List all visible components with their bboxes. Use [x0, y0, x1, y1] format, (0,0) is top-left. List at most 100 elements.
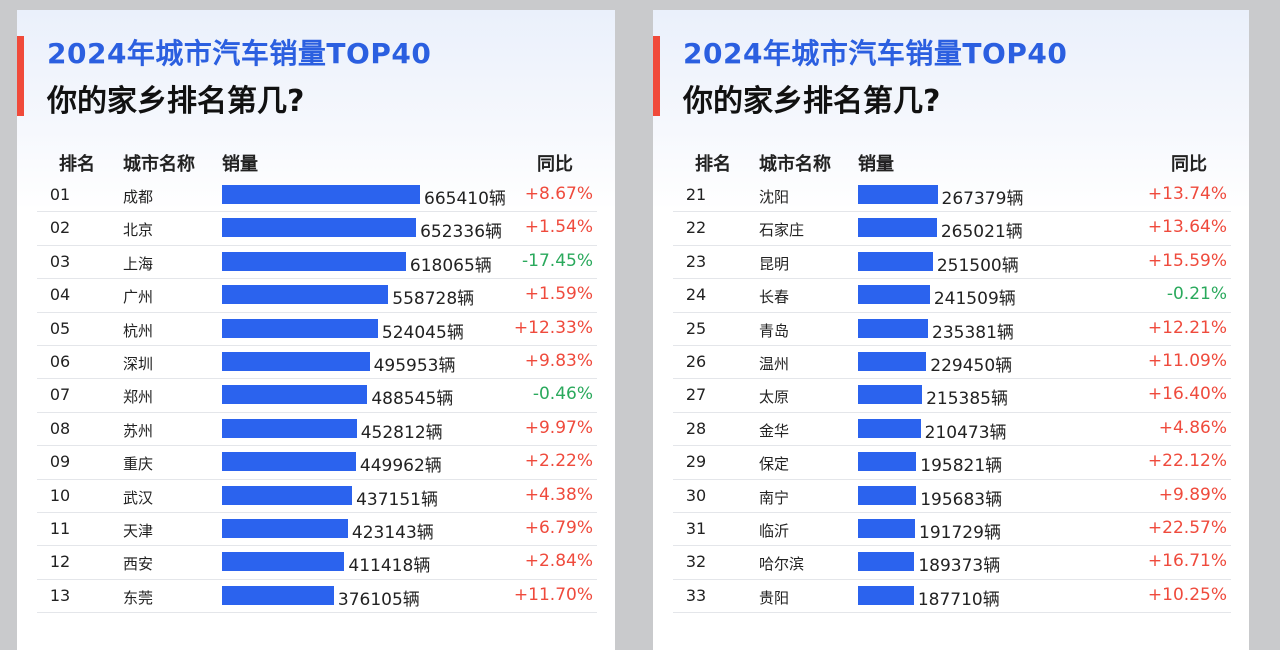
yoy-label: +22.12% — [1147, 451, 1227, 472]
chart-title: 2024年城市汽车销量TOP40 — [47, 37, 432, 70]
sales-bar — [858, 352, 927, 371]
table-row: 09 重庆 449962辆 +2.22% — [37, 445, 597, 480]
city-label: 北京 — [123, 221, 154, 240]
table-row: 10 武汉 437151辆 +4.38% — [37, 479, 597, 513]
table-row: 26 温州 229450辆 +11.09% — [673, 345, 1231, 380]
sales-bar — [222, 552, 345, 572]
sales-bar — [222, 585, 334, 605]
sales-value-label: 411418辆 — [348, 556, 431, 577]
yoy-label: +1.54% — [524, 217, 593, 238]
yoy-label: +10.25% — [1147, 584, 1227, 605]
sales-bar — [222, 352, 370, 371]
city-label: 杭州 — [123, 321, 154, 340]
sales-value-label: 251500辆 — [936, 255, 1019, 276]
city-label: 武汉 — [123, 488, 154, 507]
chart-subtitle: 你的家乡排名第几? — [47, 84, 305, 119]
yoy-label: +1.59% — [524, 284, 593, 305]
rank-label: 07 — [49, 385, 71, 405]
city-label: 西安 — [123, 555, 154, 574]
yoy-label: +6.79% — [524, 518, 593, 538]
rank-label: 25 — [685, 318, 707, 338]
rank-label: 09 — [49, 452, 71, 472]
sales-bar — [222, 185, 420, 204]
table-row: 25 青岛 235381辆 +12.21% — [673, 312, 1231, 346]
sales-value-label: 423143辆 — [351, 523, 434, 543]
sales-bar — [222, 519, 348, 538]
sales-value-label: 495953辆 — [373, 356, 456, 376]
sales-bar — [222, 385, 368, 405]
table-row: 22 石家庄 265021辆 +13.64% — [673, 211, 1231, 246]
rank-label: 04 — [49, 285, 71, 305]
city-label: 石家庄 — [759, 221, 805, 240]
sales-bar — [222, 218, 417, 238]
yoy-label: +13.64% — [1147, 217, 1227, 238]
city-label: 东莞 — [123, 588, 154, 607]
header-sales: 销量 — [222, 154, 258, 175]
table-row: 30 南宁 195683辆 +9.89% — [673, 479, 1231, 513]
table-row: 33 贵阳 187710辆 +10.25% — [673, 579, 1231, 614]
sales-bar — [222, 418, 357, 438]
sales-bar — [858, 385, 923, 405]
city-label: 郑州 — [123, 388, 154, 407]
city-label: 贵阳 — [759, 588, 790, 607]
sales-bar — [858, 285, 930, 305]
city-label: 青岛 — [759, 321, 790, 340]
yoy-label: +2.84% — [524, 551, 593, 572]
yoy-label: +12.21% — [1147, 317, 1227, 338]
table-row: 29 保定 195821辆 +22.12% — [673, 445, 1231, 480]
rank-label: 33 — [685, 585, 707, 605]
city-label: 太原 — [759, 388, 790, 407]
yoy-label: +16.71% — [1147, 551, 1227, 572]
sales-value-label: 191729辆 — [919, 523, 1001, 543]
ranking-card-left: 2024年城市汽车销量TOP40 你的家乡排名第几? 排名 城市名称 销量 同比… — [17, 10, 615, 650]
rank-label: 06 — [49, 352, 71, 371]
rank-label: 03 — [49, 251, 71, 271]
yoy-label: +2.22% — [524, 451, 593, 472]
rank-label: 13 — [49, 585, 71, 605]
city-label: 金华 — [759, 421, 790, 440]
ranking-card-right: 2024年城市汽车销量TOP40 你的家乡排名第几? 排名 城市名称 销量 同比… — [653, 10, 1249, 650]
yoy-label: -0.46% — [532, 384, 593, 405]
rank-label: 29 — [685, 452, 707, 472]
rank-label: 28 — [685, 418, 707, 438]
sales-bar — [858, 318, 929, 338]
rank-label: 12 — [49, 552, 71, 572]
rank-label: 30 — [685, 485, 707, 505]
rank-label: 08 — [49, 418, 71, 438]
rank-label: 10 — [49, 485, 71, 505]
table-row: 31 临沂 191729辆 +22.57% — [673, 512, 1231, 547]
sales-value-label: 558728辆 — [392, 289, 475, 310]
table-row: 28 金华 210473辆 +4.86% — [673, 412, 1231, 447]
table-row: 12 西安 411418辆 +2.84% — [37, 545, 597, 580]
table-row: 24 长春 241509辆 -0.21% — [673, 278, 1231, 313]
yoy-label: +13.74% — [1147, 184, 1227, 204]
yoy-label: +16.40% — [1147, 384, 1227, 405]
header-yoy: 同比 — [537, 154, 573, 175]
table-row: 02 北京 652336辆 +1.54% — [37, 211, 597, 246]
city-label: 昆明 — [759, 254, 790, 273]
header-city: 城市名称 — [123, 154, 195, 175]
sales-value-label: 488545辆 — [371, 389, 454, 410]
table-row: 01 成都 665410辆 +8.67% — [37, 178, 597, 213]
sales-value-label: 618065辆 — [409, 255, 492, 276]
yoy-label: +9.89% — [1158, 484, 1227, 505]
table-row: 03 上海 618065辆 -17.45% — [37, 245, 597, 280]
yoy-label: +4.38% — [524, 484, 593, 505]
sales-value-label: 267379辆 — [941, 189, 1024, 209]
table-row: 23 昆明 251500辆 +15.59% — [673, 245, 1231, 280]
sales-bar — [222, 452, 356, 472]
city-label: 天津 — [123, 522, 154, 540]
header-rank: 排名 — [59, 154, 95, 175]
city-label: 哈尔滨 — [759, 555, 805, 574]
sales-bar — [858, 218, 937, 238]
chart-subtitle: 你的家乡排名第几? — [683, 84, 941, 119]
city-label: 成都 — [123, 188, 154, 206]
sales-value-label: 235381辆 — [932, 322, 1014, 343]
yoy-label: -17.45% — [522, 250, 593, 271]
header-yoy: 同比 — [1171, 154, 1207, 175]
sales-bar — [858, 552, 915, 572]
chart-title: 2024年城市汽车销量TOP40 — [683, 37, 1068, 70]
rank-label: 01 — [49, 185, 71, 204]
rank-label: 27 — [685, 385, 707, 405]
yoy-label: +11.70% — [513, 584, 593, 605]
